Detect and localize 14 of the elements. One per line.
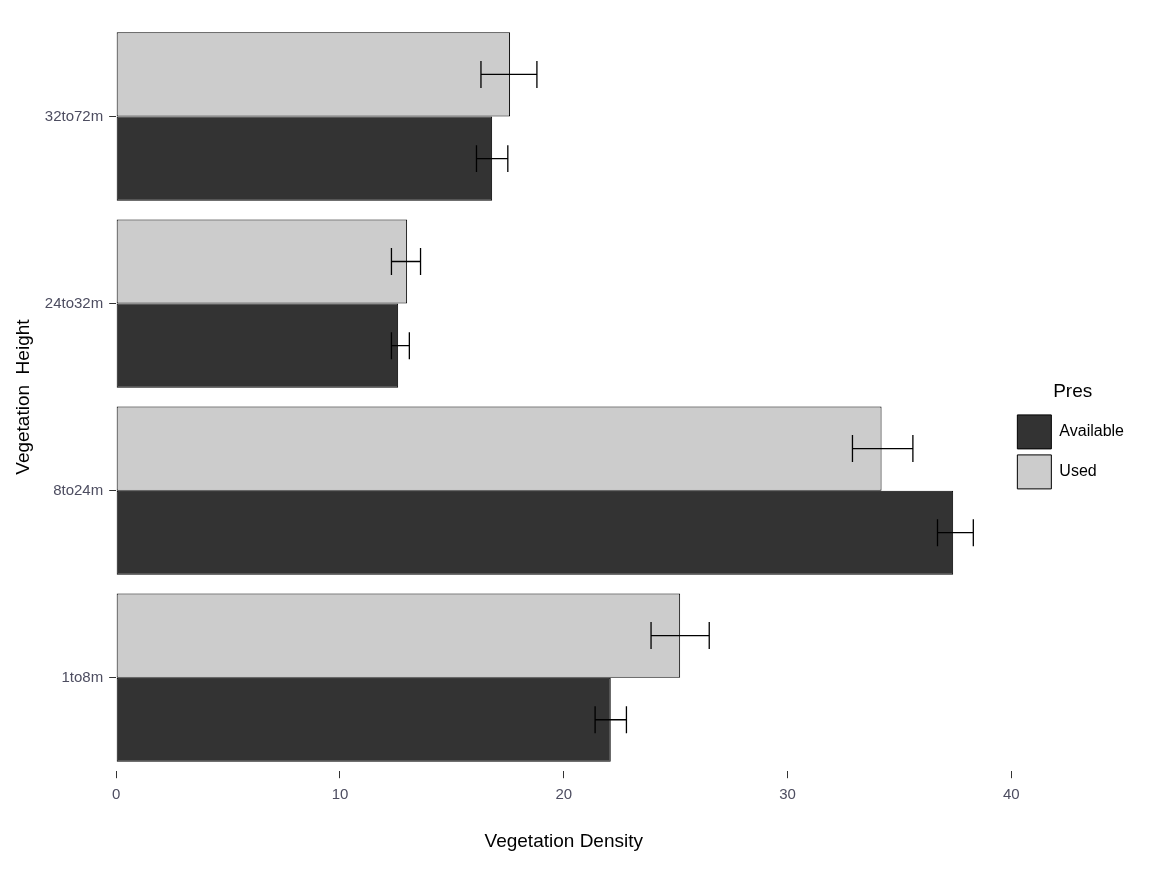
y-axis-title: Vegetation Height — [11, 318, 33, 475]
y-tick-label: 32to72m — [44, 106, 104, 124]
x-tick-label: 30 — [779, 785, 796, 803]
y-tick-label: 1to8m — [61, 667, 104, 685]
x-tick-label: 20 — [555, 785, 573, 803]
x-axis-title: Vegetation Density — [484, 829, 644, 851]
legend-title: Pres — [1053, 379, 1093, 401]
x-tick-label: 40 — [1003, 785, 1020, 803]
y-tick-label: 8to24m — [53, 480, 104, 498]
y-tick-label: 24to32m — [44, 293, 104, 311]
x-tick-label: 10 — [331, 785, 349, 803]
legend-label: Available — [1059, 422, 1125, 440]
x-tick-label: 0 — [112, 785, 121, 803]
legend-label: Used — [1059, 462, 1097, 480]
